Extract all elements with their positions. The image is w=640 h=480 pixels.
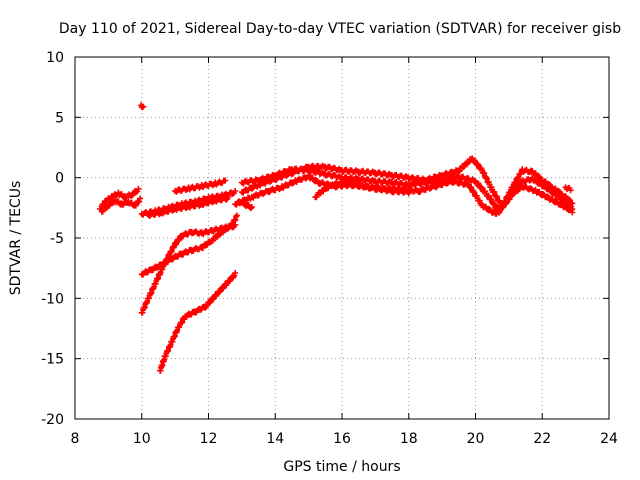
y-tick-label: -20 — [41, 412, 64, 428]
series-markers — [138, 221, 239, 316]
y-tick-label: -5 — [50, 231, 64, 247]
series-markers — [235, 198, 255, 212]
chart-title: Day 110 of 2021, Sidereal Day-to-day VTE… — [59, 21, 621, 37]
series-arc-short-13 — [235, 198, 255, 212]
series-markers — [562, 184, 574, 194]
series-arc-steep-a — [138, 221, 239, 316]
x-tick-label: 16 — [333, 431, 351, 447]
series-markers — [138, 102, 147, 111]
ticks: 8 10 12 14 16 18 20 22 24 -20 -15 -10 -5 0 5 10 — [41, 50, 618, 447]
series-arc-early-left-lower — [98, 195, 144, 215]
series-arc-short-15 — [312, 178, 412, 201]
x-tick-label: 14 — [266, 431, 284, 447]
series-arc-short-22 — [562, 184, 574, 194]
series-markers — [145, 194, 232, 219]
y-tick-label: 10 — [46, 50, 64, 66]
y-axis-label: SDTVAR / TECUs — [8, 181, 24, 296]
y-tick-label: -15 — [41, 352, 64, 368]
x-tick-label: 18 — [400, 431, 418, 447]
grid — [75, 57, 609, 419]
x-tick-label: 8 — [71, 431, 80, 447]
y-tick-label: 5 — [55, 110, 64, 126]
series-markers — [98, 195, 144, 215]
series-markers — [172, 177, 229, 195]
x-tick-label: 20 — [467, 431, 485, 447]
series-markers — [157, 270, 239, 374]
series-arc-early-left — [97, 185, 142, 212]
x-tick-label: 12 — [200, 431, 218, 447]
x-axis-label: GPS time / hours — [283, 459, 400, 475]
series-markers — [97, 185, 142, 212]
series-arc-isolated — [138, 102, 147, 111]
series-arc-10-to-13-lower — [145, 194, 232, 219]
x-tick-label: 22 — [533, 431, 551, 447]
series-arc-steep-b — [138, 212, 240, 278]
series-markers — [138, 212, 240, 278]
series-arc-steepest — [157, 270, 239, 374]
data-points — [97, 102, 576, 374]
y-tick-label: 0 — [55, 171, 64, 187]
y-tick-label: -10 — [41, 291, 64, 307]
x-tick-label: 10 — [133, 431, 151, 447]
series-markers — [312, 178, 412, 201]
series-arc-11-to-12-top — [172, 177, 229, 195]
x-tick-label: 24 — [600, 431, 618, 447]
